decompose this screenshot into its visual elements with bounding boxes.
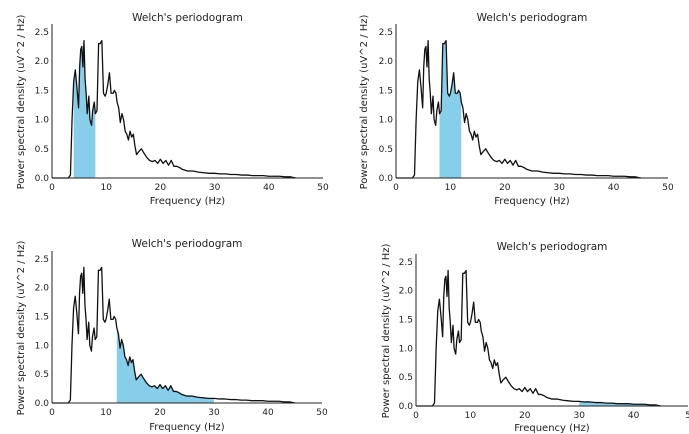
psd-line <box>396 39 641 179</box>
y-tick-label: 2.0 <box>35 284 50 294</box>
y-axis-label: Power spectral density (uV^2 / Hz) <box>381 244 392 419</box>
chart-title: Welch's periodogram <box>132 12 243 24</box>
x-tick-label: 50 <box>662 183 674 193</box>
x-axis-label: Frequency (Hz) <box>149 422 225 433</box>
x-tick-label: 0 <box>49 183 55 193</box>
y-tick-label: 2.0 <box>379 57 394 67</box>
shaded-band-area <box>439 40 462 178</box>
y-axis-label: Power spectral density (uV^2 / Hz) <box>16 15 27 190</box>
y-tick-label: 2.5 <box>379 28 393 38</box>
x-tick-label: 40 <box>628 411 640 421</box>
x-tick-label: 40 <box>262 408 274 418</box>
y-tick-label: 1.0 <box>35 116 50 126</box>
x-tick-label: 20 <box>519 411 531 421</box>
x-tick-label: 0 <box>393 183 399 193</box>
psd-line <box>52 266 296 404</box>
chart-title: Welch's periodogram <box>132 238 243 250</box>
x-tick-label: 10 <box>445 183 457 193</box>
x-tick-label: 30 <box>208 408 220 418</box>
subplot-1: 0 10 20 30 40 50 0.0 0.5 1.0 1.5 2.0 2.5 Welch's per… <box>16 12 329 207</box>
y-tick-label: 1.5 <box>379 86 393 96</box>
x-tick-label: 5 <box>685 411 689 421</box>
chart-title: Welch's periodogram <box>477 12 588 24</box>
y-tick-label: 1.0 <box>379 116 394 126</box>
x-tick-label: 50 <box>317 183 329 193</box>
subplot-3: 0 10 20 30 40 50 0.0 0.5 1.0 1.5 2.0 2.5 Welch's per… <box>16 238 328 433</box>
x-tick-label: 40 <box>608 183 620 193</box>
y-tick-label: 1.5 <box>35 312 49 322</box>
y-tick-label: 2.0 <box>399 287 414 297</box>
psd-line <box>416 269 661 407</box>
shaded-band-area <box>73 40 96 178</box>
x-tick-label: 20 <box>155 183 167 193</box>
y-tick-label: 2.5 <box>35 255 49 265</box>
y-tick-label: 0.5 <box>379 145 393 155</box>
y-tick-label: 1.5 <box>35 86 49 96</box>
chart-title: Welch's periodogram <box>497 241 608 253</box>
shaded-band-area <box>116 328 214 403</box>
x-axis-label: Frequency (Hz) <box>494 196 570 207</box>
x-tick-label: 10 <box>100 408 112 418</box>
x-tick-label: 30 <box>573 411 585 421</box>
y-tick-label: 0.5 <box>35 370 49 380</box>
x-tick-label: 20 <box>499 183 511 193</box>
subplot-2: 0 10 20 30 40 50 0.0 0.5 1.0 1.5 2.0 2.5 Welch's per… <box>359 12 674 207</box>
y-tick-label: 1.5 <box>399 315 413 325</box>
y-tick-label: 0.5 <box>35 145 49 155</box>
y-tick-label: 0.0 <box>379 174 394 184</box>
y-tick-label: 2.0 <box>35 57 50 67</box>
x-tick-label: 10 <box>100 183 112 193</box>
x-axis-label: Frequency (Hz) <box>150 196 226 207</box>
x-tick-label: 10 <box>465 411 477 421</box>
y-tick-label: 1.0 <box>35 341 50 351</box>
y-tick-label: 0.5 <box>399 373 413 383</box>
y-axis-label: Power spectral density (uV^2 / Hz) <box>359 15 370 190</box>
psd-line <box>52 39 297 179</box>
x-tick-label: 30 <box>553 183 565 193</box>
y-tick-label: 2.5 <box>399 258 413 268</box>
x-tick-label: 20 <box>154 408 166 418</box>
x-tick-label: 50 <box>316 408 328 418</box>
x-tick-label: 0 <box>413 411 419 421</box>
y-axis-label: Power spectral density (uV^2 / Hz) <box>16 241 27 416</box>
x-tick-label: 0 <box>49 408 55 418</box>
y-tick-label: 0.0 <box>35 399 50 409</box>
subplot-4: 0 10 20 30 40 5 0.0 0.5 1.0 1.5 2.0 2.5 Welch's peri… <box>381 241 689 434</box>
x-axis-label: Frequency (Hz) <box>514 423 590 434</box>
x-tick-label: 30 <box>209 183 221 193</box>
y-tick-label: 0.0 <box>399 402 414 412</box>
y-tick-label: 1.0 <box>399 344 414 354</box>
y-tick-label: 2.5 <box>35 28 49 38</box>
x-tick-label: 40 <box>263 183 275 193</box>
y-tick-label: 0.0 <box>35 174 50 184</box>
